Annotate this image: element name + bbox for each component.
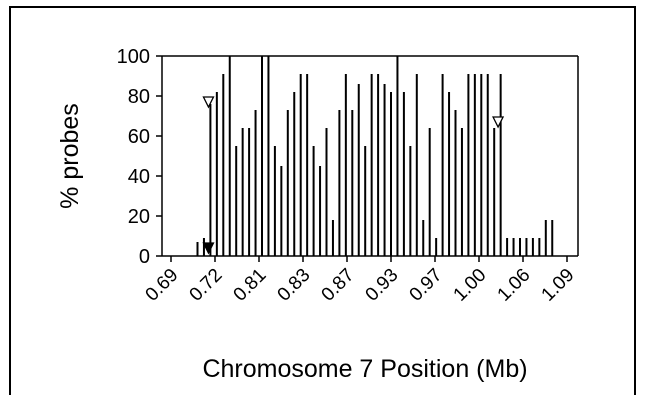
bar-series [196, 56, 554, 256]
open-triangle-marker [492, 116, 505, 129]
y-tick-label: 80 [128, 86, 150, 108]
x-axis-label: Chromosome 7 Position (Mb) [202, 355, 527, 383]
y-tick-label: 40 [128, 166, 150, 188]
filled-triangle-marker [202, 242, 215, 255]
y-tick-label: 100 [117, 46, 150, 68]
axes [161, 55, 579, 257]
open-triangle-marker [202, 96, 215, 109]
y-tick-label: 60 [128, 126, 150, 148]
y-axis-label: % probes [56, 103, 84, 209]
y-tick-label: 0 [139, 246, 150, 268]
marker-layer [202, 96, 505, 255]
y-tick-label: 20 [128, 206, 150, 228]
figure-border [9, 6, 636, 395]
y-axis-ticks: 0 20 40 60 80 100 [117, 46, 162, 268]
